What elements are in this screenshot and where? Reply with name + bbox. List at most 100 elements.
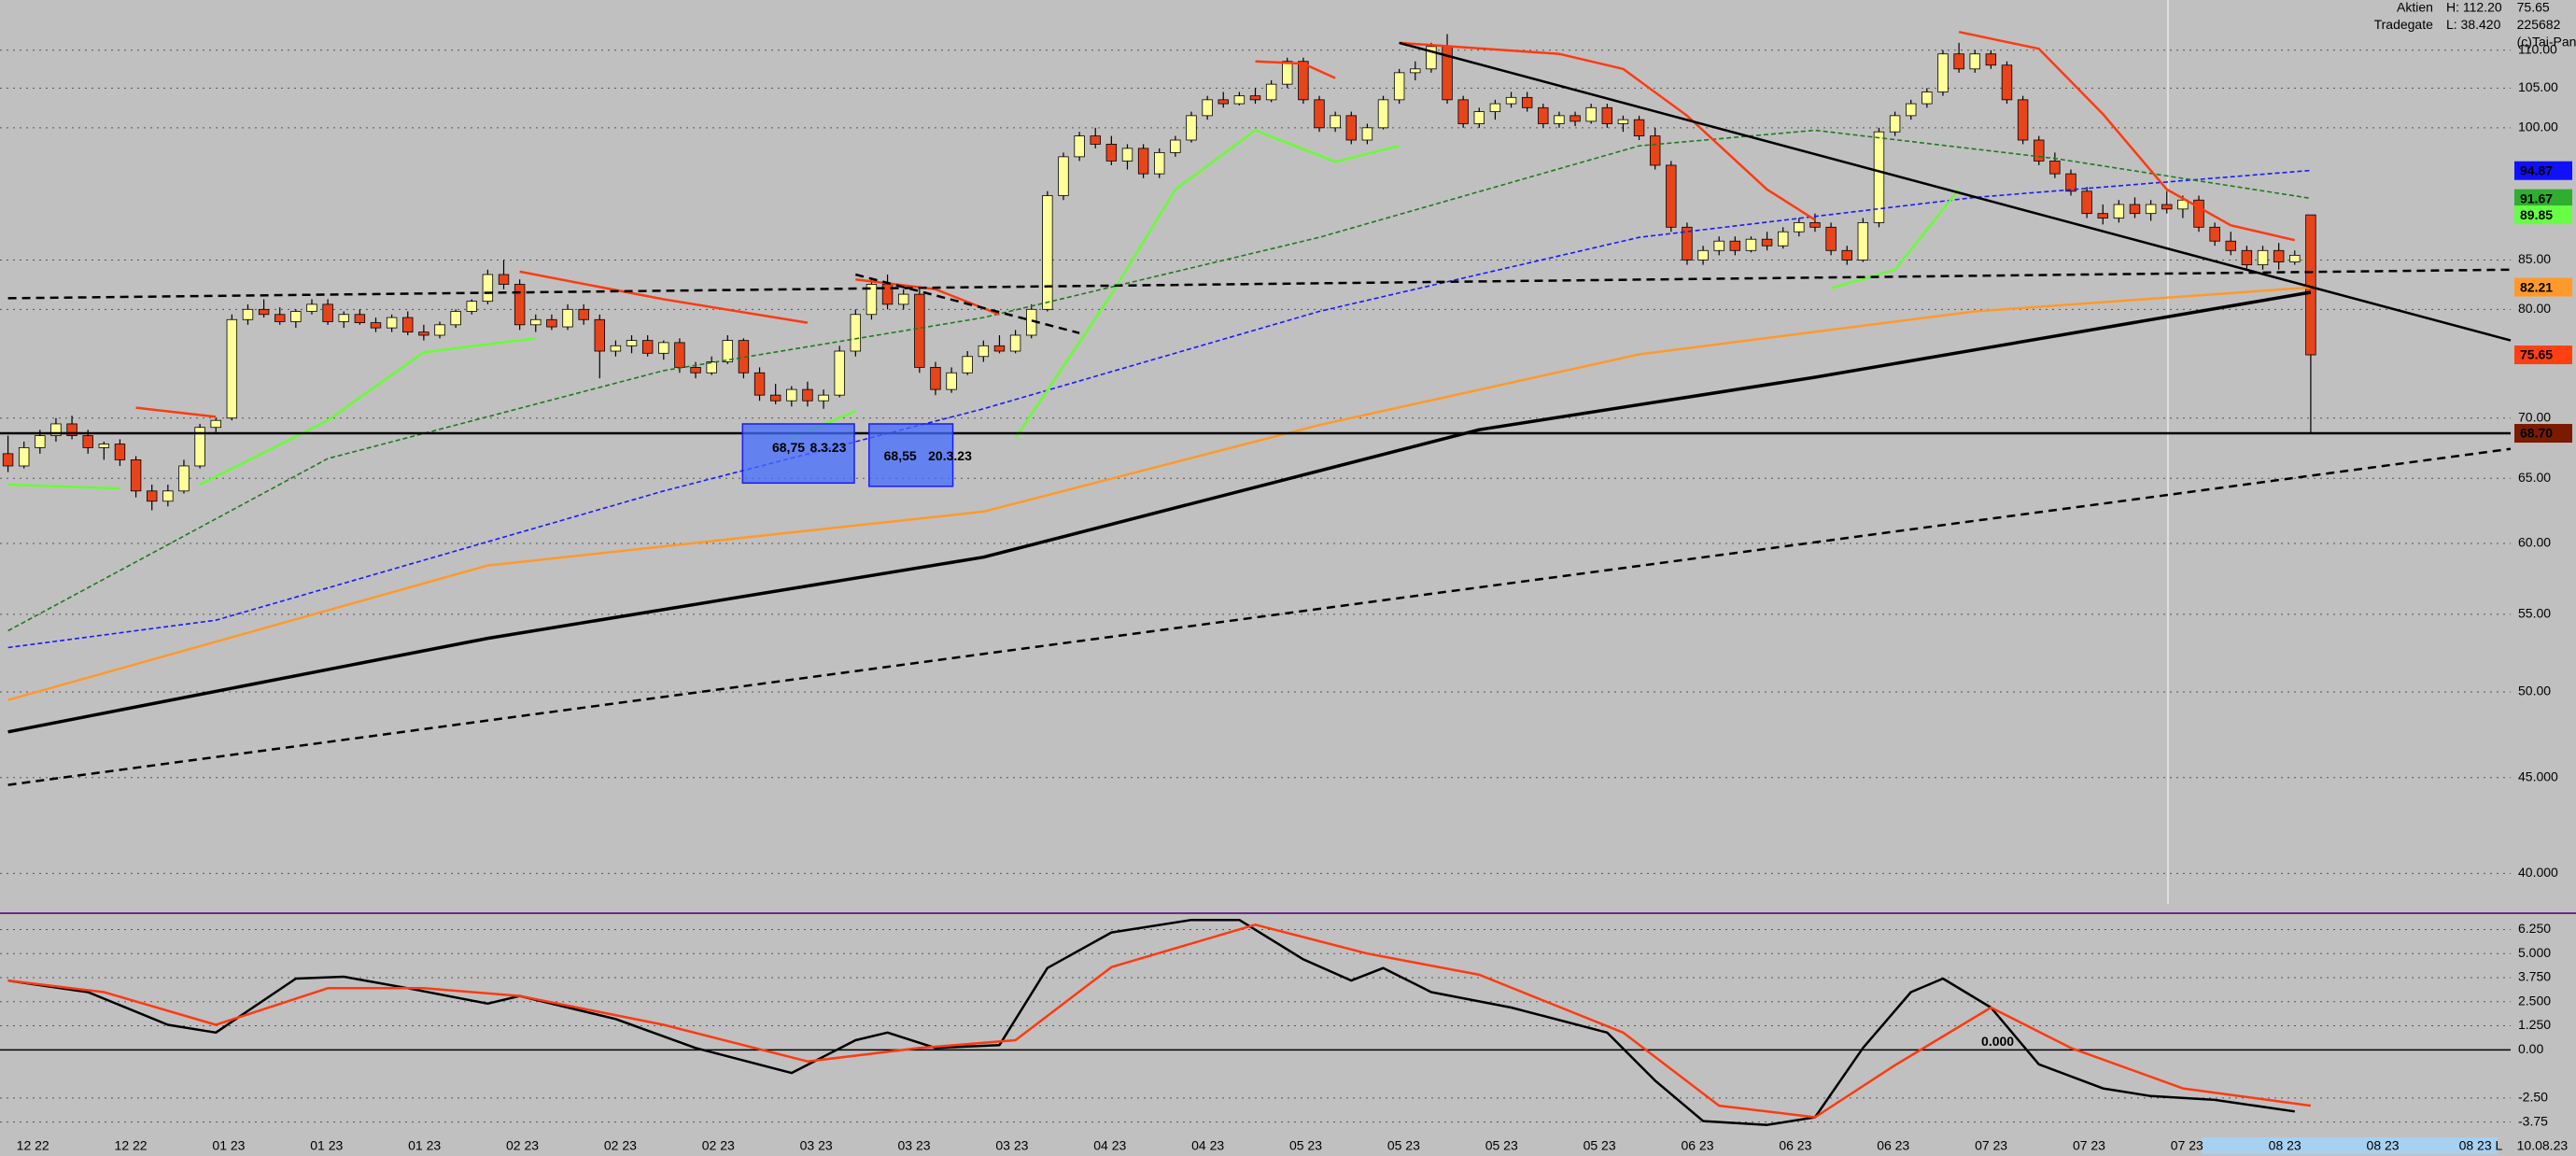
candle-body	[1058, 156, 1069, 196]
candle-body	[114, 444, 126, 460]
x-tick-label: 06 23	[1779, 1138, 1811, 1153]
x-tick-label: 07 23	[2171, 1138, 2203, 1153]
x-tick-label: 07 23	[1975, 1138, 2007, 1153]
candle-body	[2113, 204, 2125, 219]
candle-body	[706, 361, 717, 374]
x-tick-label: 01 23	[310, 1138, 343, 1153]
candle-body	[530, 318, 542, 326]
y-tick-label: 0.00	[2518, 1041, 2543, 1056]
candle-body	[1777, 231, 1789, 247]
candle-body	[978, 345, 990, 358]
x-tick-label: 03 23	[800, 1138, 833, 1153]
x-tick-label: 12 22	[17, 1138, 49, 1153]
candle-body	[1121, 148, 1133, 162]
candle-body	[2257, 249, 2269, 266]
y-tick-label: 100.00	[2518, 120, 2558, 134]
info-text: 75.65	[2517, 0, 2550, 15]
x-tick-label: 05 23	[1485, 1138, 1518, 1153]
candle-body	[1841, 249, 1852, 261]
date-label: 10.08.23	[2517, 1138, 2569, 1153]
candle-body	[2081, 190, 2092, 215]
candle-body	[1873, 131, 1885, 223]
candle-body	[546, 318, 557, 328]
x-tick-label: 08 23 L	[2459, 1138, 2503, 1153]
candle-body	[562, 308, 573, 328]
candle-body	[1937, 53, 1949, 92]
x-tick-label: 12 22	[115, 1138, 148, 1153]
candle-body	[1713, 240, 1724, 251]
candle-body	[1570, 115, 1581, 122]
y-tick-label: 60.00	[2518, 535, 2551, 550]
y-tick-label: 70.00	[2518, 409, 2551, 424]
annotation-text: 68,75	[772, 440, 805, 455]
candle-body	[802, 388, 813, 402]
candle-body	[1330, 115, 1341, 129]
candle-body	[1345, 115, 1357, 141]
series-line	[854, 273, 1080, 334]
candle-body	[306, 303, 317, 312]
x-tick-label: 08 23	[2269, 1138, 2302, 1153]
candle-body	[946, 372, 957, 390]
y-tick-label: 85.00	[2518, 251, 2551, 266]
y-tick-label: 3.750	[2518, 969, 2551, 984]
candle-body	[386, 317, 398, 329]
candle-body	[1282, 61, 1293, 85]
series-line	[7, 129, 2312, 632]
candle-body	[1410, 68, 1421, 74]
annotation-text: 20.3.23	[928, 448, 972, 463]
candle-body	[834, 350, 845, 396]
candle-body	[2034, 139, 2045, 162]
x-tick-label: 03 23	[995, 1138, 1028, 1153]
candle-body	[1154, 151, 1165, 175]
candle-body	[1761, 238, 1773, 247]
candle-body	[147, 490, 158, 502]
candle-body	[354, 314, 366, 323]
candle-body	[1218, 99, 1229, 105]
candle-body	[594, 318, 605, 352]
candle-body	[2241, 249, 2253, 266]
candle-body	[641, 340, 654, 354]
price-marker-label: 75.65	[2520, 347, 2553, 362]
info-text: Aktien	[2397, 0, 2433, 15]
price-marker-label: 94.87	[2520, 162, 2553, 177]
candle-body	[1889, 115, 1901, 133]
candle-body	[2177, 199, 2189, 210]
candle-body	[274, 314, 286, 322]
x-tick-label: 06 23	[1681, 1138, 1713, 1153]
candle-body	[1857, 221, 1869, 261]
candle-body	[1265, 83, 1277, 101]
candle-body	[1505, 96, 1517, 105]
candle-body	[2, 453, 14, 467]
y-tick-label: 45.000	[2518, 768, 2558, 783]
candle-body	[1457, 99, 1469, 124]
candle-body	[578, 308, 589, 320]
candle-body	[1921, 92, 1933, 105]
candle-body	[722, 340, 734, 362]
candle-body	[1521, 96, 1533, 108]
y-tick-label: 40.000	[2518, 865, 2558, 880]
candle-body	[98, 444, 110, 448]
candle-body	[402, 317, 414, 333]
y-tick-label: 6.250	[2518, 921, 2551, 936]
series-line	[7, 286, 2311, 701]
candle-body	[610, 345, 622, 352]
candle-body	[1953, 53, 1964, 70]
candle-body	[418, 331, 429, 336]
y-tick-label: 1.250	[2518, 1017, 2551, 1032]
series-line	[7, 169, 2311, 649]
candle-body	[514, 284, 526, 326]
candle-body	[194, 427, 205, 467]
x-tick-label: 05 23	[1584, 1138, 1616, 1153]
candle-body	[1233, 95, 1246, 105]
candle-body	[1601, 106, 1613, 124]
candle-body	[769, 394, 781, 402]
annotation-box	[868, 423, 954, 487]
candle-body	[818, 394, 829, 402]
x-tick-label: 02 23	[506, 1138, 539, 1153]
info-text: H: 112.20	[2446, 0, 2502, 15]
x-tick-label: 08 23	[2367, 1138, 2400, 1153]
candle-body	[1090, 135, 1101, 145]
candle-body	[1682, 226, 1693, 261]
series-line	[7, 923, 2312, 1119]
